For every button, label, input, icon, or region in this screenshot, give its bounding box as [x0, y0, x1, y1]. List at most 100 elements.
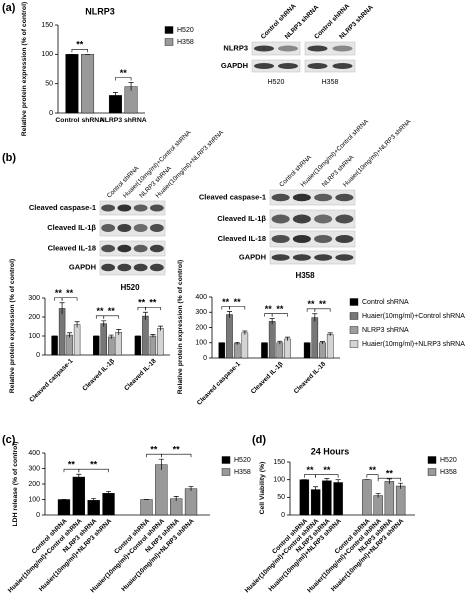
- legend-label: Control shRNA: [362, 299, 409, 306]
- significance-bracket: [61, 297, 78, 301]
- error-bar: [335, 479, 341, 486]
- significance-label: **: [108, 306, 116, 316]
- legend-swatch: [427, 468, 437, 476]
- blot-strip: [304, 41, 356, 56]
- significance-label: **: [68, 460, 76, 470]
- y-tick-label: 0: [49, 110, 53, 117]
- blot-band: [101, 224, 116, 232]
- significance-label: **: [149, 298, 157, 308]
- bar: [310, 489, 321, 516]
- blot-band: [332, 45, 353, 52]
- y-tick-label: 50: [277, 494, 285, 501]
- blot-band: [278, 45, 298, 52]
- blot-band: [292, 235, 311, 243]
- blot-strip: [99, 219, 166, 237]
- chart-title: NLRP3: [85, 6, 115, 16]
- bar: [87, 500, 100, 516]
- blot-band: [335, 193, 354, 202]
- error-bar: [269, 318, 275, 325]
- blot-band: [117, 204, 132, 212]
- legend-label: H358: [177, 39, 194, 46]
- significance-bracket: [95, 315, 105, 319]
- legend-label: H358: [440, 469, 457, 476]
- x-tick-label: Cleaved IL-18: [293, 360, 328, 395]
- blot-strip: [269, 250, 356, 265]
- significance-label: **: [66, 288, 74, 298]
- bar: [218, 342, 226, 359]
- bar: [65, 54, 79, 114]
- blot-row-label: GAPDH: [239, 252, 266, 261]
- significance-bracket: [229, 306, 246, 310]
- significance-label: **: [120, 68, 128, 78]
- panel-label: (d): [252, 434, 266, 446]
- bar: [72, 476, 85, 516]
- significance-bracket: [54, 297, 63, 301]
- significance-bracket: [63, 468, 80, 473]
- significance-label: **: [173, 445, 181, 455]
- blot-band: [307, 63, 328, 69]
- legend-swatch: [349, 326, 359, 334]
- y-tick-label: 0: [281, 512, 285, 519]
- bar: [184, 488, 198, 516]
- error-bar: [188, 485, 194, 491]
- significance-label: **: [265, 304, 273, 314]
- blot-strip: [269, 230, 356, 248]
- bar: [142, 315, 149, 356]
- error-bar: [116, 329, 122, 336]
- error-bar: [327, 332, 333, 336]
- bar: [149, 335, 157, 356]
- y-tick-label: 200: [28, 314, 40, 321]
- blot-title: H358: [295, 271, 315, 280]
- blot-band: [307, 45, 328, 52]
- legend-label: Huaier(10mg/ml)+Control shRNA: [362, 313, 465, 320]
- significance-bracket: [314, 308, 331, 312]
- bar: [73, 324, 81, 356]
- blot-band: [271, 254, 290, 261]
- bar: [362, 479, 372, 516]
- blot-band: [271, 235, 290, 243]
- bar: [268, 321, 276, 359]
- bar: [322, 480, 332, 516]
- significance-bracket: [304, 474, 316, 478]
- legend-label: Huaier(10mg/ml)+NLRP3 shRNA: [362, 341, 465, 348]
- significance-label: **: [323, 465, 331, 475]
- y-tick-label: 300: [28, 465, 40, 472]
- x-tick-label: Cleaved IL-18: [123, 357, 158, 392]
- bar: [57, 499, 71, 516]
- chart-title: 24 Hours: [311, 446, 350, 456]
- blot-column-label: Huaier(10mg/ml)+NLRP3 shRNA: [155, 129, 226, 200]
- legend-label: H520: [440, 457, 457, 464]
- bar: [373, 495, 383, 516]
- error-bar: [101, 320, 107, 327]
- significance-bracket: [103, 315, 120, 319]
- significance-label: **: [222, 297, 230, 307]
- error-bar: [59, 302, 65, 315]
- bar: [395, 485, 406, 516]
- error-bar: [324, 478, 330, 483]
- y-tick-label: 100: [195, 340, 207, 347]
- blot-band: [117, 263, 132, 272]
- y-axis-label: Relative protein expression (% of contro…: [21, 2, 28, 136]
- blot-band: [133, 244, 148, 253]
- significance-bracket: [78, 468, 109, 473]
- bar: [108, 336, 115, 356]
- blot-strip: [269, 209, 356, 229]
- y-tick-label: 0: [36, 512, 40, 519]
- significance-bracket: [71, 49, 88, 53]
- blot-band: [292, 214, 311, 224]
- error-bar: [91, 498, 97, 503]
- x-tick-label: Control shRNA: [55, 117, 104, 124]
- bar: [81, 54, 95, 114]
- error-bar: [398, 482, 404, 489]
- bar: [51, 335, 58, 356]
- bar: [93, 335, 100, 356]
- legend-swatch: [349, 312, 359, 320]
- significance-label: **: [234, 297, 242, 307]
- y-tick-label: 100: [41, 51, 53, 58]
- blot-band: [332, 63, 353, 69]
- bar: [134, 335, 142, 356]
- error-bar: [312, 313, 318, 322]
- y-tick-label: 200: [195, 324, 207, 331]
- y-tick-label: 0: [36, 352, 40, 359]
- y-tick-label: 200: [28, 481, 40, 488]
